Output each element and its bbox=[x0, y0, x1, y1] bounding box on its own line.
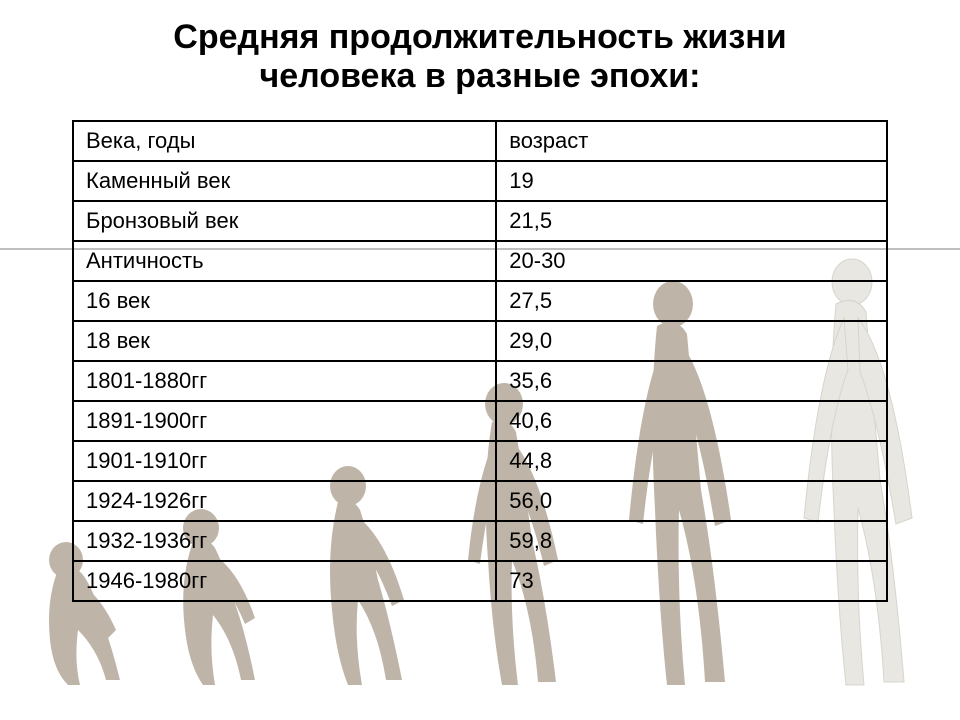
title-line-2: человека в разные эпохи: bbox=[260, 57, 701, 95]
cell-age: 21,5 bbox=[496, 201, 887, 241]
cell-age: 56,0 bbox=[496, 481, 887, 521]
cell-age: 35,6 bbox=[496, 361, 887, 401]
table-row: Века, годы возраст bbox=[73, 121, 887, 161]
cell-age: 27,5 bbox=[496, 281, 887, 321]
cell-age: 20-30 bbox=[496, 241, 887, 281]
table-row: Каменный век 19 bbox=[73, 161, 887, 201]
table-row: 16 век 27,5 bbox=[73, 281, 887, 321]
cell-era: 1891-1900гг bbox=[73, 401, 496, 441]
cell-era: 1924-1926гг bbox=[73, 481, 496, 521]
cell-era: 18 век bbox=[73, 321, 496, 361]
cell-era: Античность bbox=[73, 241, 496, 281]
cell-age: 44,8 bbox=[496, 441, 887, 481]
title-line-1: Средняя продолжительность жизни bbox=[173, 18, 786, 56]
cell-age: 19 bbox=[496, 161, 887, 201]
table-row: 1891-1900гг 40,6 bbox=[73, 401, 887, 441]
cell-era: 1901-1910гг bbox=[73, 441, 496, 481]
cell-era: Каменный век bbox=[73, 161, 496, 201]
table-row: 1801-1880гг 35,6 bbox=[73, 361, 887, 401]
cell-era: Века, годы bbox=[73, 121, 496, 161]
table-row: 1946-1980гг 73 bbox=[73, 561, 887, 601]
cell-age: 73 bbox=[496, 561, 887, 601]
table-row: Бронзовый век 21,5 bbox=[73, 201, 887, 241]
table-row: 1932-1936гг 59,8 bbox=[73, 521, 887, 561]
cell-age: 59,8 bbox=[496, 521, 887, 561]
table-row: 18 век 29,0 bbox=[73, 321, 887, 361]
cell-era: Бронзовый век bbox=[73, 201, 496, 241]
cell-era: 1932-1936гг bbox=[73, 521, 496, 561]
cell-era: 16 век bbox=[73, 281, 496, 321]
lifespan-table-container: Века, годы возраст Каменный век 19 Бронз… bbox=[72, 120, 888, 602]
lifespan-table: Века, годы возраст Каменный век 19 Бронз… bbox=[72, 120, 888, 602]
cell-era: 1801-1880гг bbox=[73, 361, 496, 401]
lifespan-table-body: Века, годы возраст Каменный век 19 Бронз… bbox=[73, 121, 887, 601]
cell-age: 29,0 bbox=[496, 321, 887, 361]
cell-age: 40,6 bbox=[496, 401, 887, 441]
page-title: Средняя продолжительность жизни человека… bbox=[0, 0, 960, 106]
table-row: Античность 20-30 bbox=[73, 241, 887, 281]
table-row: 1924-1926гг 56,0 bbox=[73, 481, 887, 521]
cell-age: возраст bbox=[496, 121, 887, 161]
cell-era: 1946-1980гг bbox=[73, 561, 496, 601]
table-row: 1901-1910гг 44,8 bbox=[73, 441, 887, 481]
